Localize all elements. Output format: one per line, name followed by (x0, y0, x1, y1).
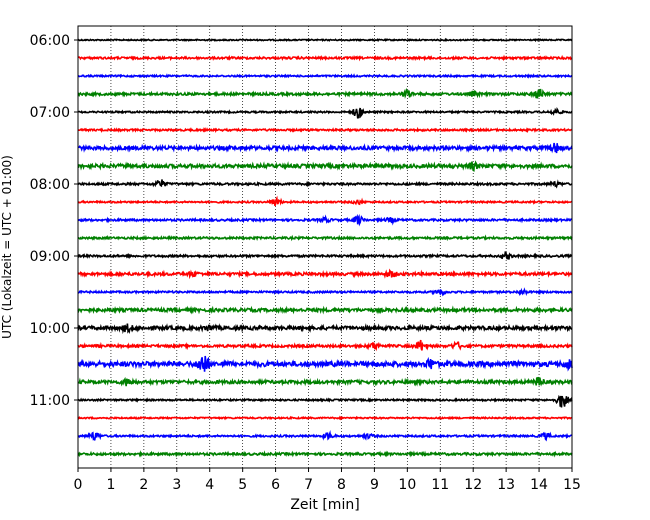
y-axis-ticks: 06:00 07:00 08:00 09:00 10:00 11:00 (30, 33, 78, 409)
x-tick-label: 6 (271, 477, 280, 493)
trace-line (77, 73, 573, 79)
trace-line (77, 376, 573, 387)
trace-line (77, 251, 573, 260)
trace-line (77, 268, 573, 280)
trace-line (77, 323, 573, 335)
x-axis-title: Zeit [min] (290, 497, 359, 513)
trace-line (77, 87, 573, 99)
x-tick-label: 2 (139, 477, 148, 493)
trace-line (77, 305, 573, 315)
trace-line (77, 37, 573, 43)
trace-line (77, 179, 573, 189)
trace-line (77, 234, 573, 242)
trace-line (77, 287, 573, 297)
trace-line (77, 415, 573, 421)
y-tick-label: 09:00 (30, 249, 70, 265)
trace-line (77, 195, 573, 207)
x-tick-label: 14 (530, 477, 548, 493)
x-tick-label: 10 (398, 477, 416, 493)
trace-line (77, 429, 573, 442)
trace-line (77, 142, 573, 154)
x-axis-ticks: 0 1 2 3 4 5 6 7 8 9 10 11 12 13 14 15 (74, 468, 581, 493)
trace-line (77, 450, 573, 458)
trace-line (77, 339, 573, 352)
x-tick-label: 15 (563, 477, 581, 493)
trace-line (77, 160, 573, 172)
trace-line (77, 107, 573, 119)
x-tick-label: 0 (74, 477, 83, 493)
y-tick-label: 06:00 (30, 33, 70, 49)
x-tick-label: 7 (304, 477, 313, 493)
y-tick-label: 08:00 (30, 177, 70, 193)
x-tick-label: 11 (431, 477, 449, 493)
trace-lines (77, 37, 573, 458)
y-tick-label: 11:00 (30, 393, 70, 409)
y-tick-label: 07:00 (30, 105, 70, 121)
y-axis-title: UTC (Lokalzeit = UTC + 01:00) (0, 155, 14, 339)
plot-frame (77, 25, 573, 469)
trace-line (77, 394, 573, 408)
trace-line (77, 213, 573, 227)
x-tick-label: 12 (464, 477, 482, 493)
x-tick-label: 8 (337, 477, 346, 493)
x-tick-label: 1 (106, 477, 115, 493)
x-tick-label: 4 (205, 477, 214, 493)
x-tick-label: 13 (497, 477, 515, 493)
y-tick-label: 10:00 (30, 321, 70, 337)
x-tick-label: 5 (238, 477, 247, 493)
x-tick-label: 9 (370, 477, 379, 493)
trace-line (77, 355, 573, 372)
trace-line (77, 54, 573, 62)
trace-line (77, 126, 573, 134)
x-tick-label: 3 (172, 477, 181, 493)
